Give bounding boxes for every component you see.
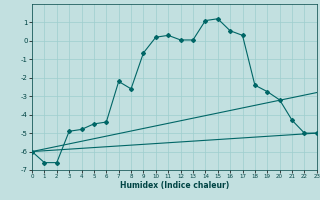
X-axis label: Humidex (Indice chaleur): Humidex (Indice chaleur) [120,181,229,190]
